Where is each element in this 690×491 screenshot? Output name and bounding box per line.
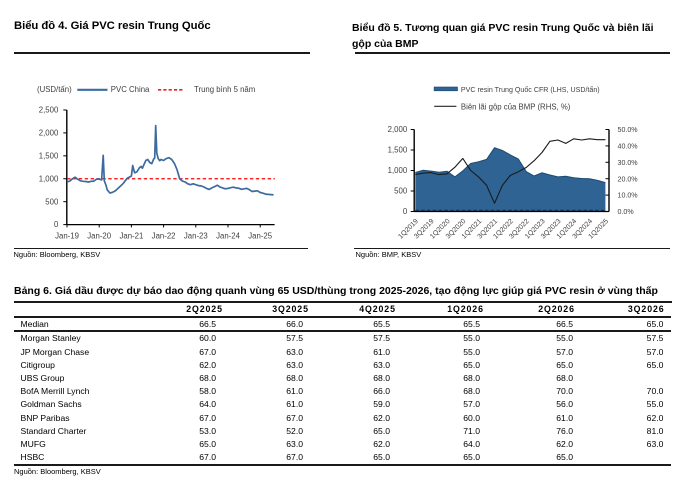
svg-text:30.0%: 30.0%	[618, 159, 639, 167]
svg-text:1,500: 1,500	[388, 146, 408, 155]
svg-text:1,000: 1,000	[39, 174, 59, 183]
svg-text:Jan-19: Jan-19	[55, 231, 79, 240]
svg-text:1,500: 1,500	[39, 151, 59, 160]
svg-text:20.0%: 20.0%	[618, 175, 639, 183]
svg-text:2,000: 2,000	[388, 125, 408, 134]
svg-text:500: 500	[45, 197, 59, 206]
svg-text:1,000: 1,000	[388, 166, 408, 175]
svg-text:2,000: 2,000	[39, 129, 59, 138]
svg-text:Jan-23: Jan-23	[184, 231, 208, 240]
svg-text:0: 0	[403, 207, 408, 216]
svg-text:PVC China: PVC China	[111, 85, 150, 94]
svg-text:Jan-21: Jan-21	[119, 231, 143, 240]
svg-text:40.0%: 40.0%	[618, 143, 639, 151]
svg-text:Biên lãi gộp của BMP (RHS, %): Biên lãi gộp của BMP (RHS, %)	[461, 103, 571, 112]
svg-text:0.0%: 0.0%	[618, 208, 635, 216]
svg-text:(USD/tấn): (USD/tấn)	[37, 85, 72, 94]
svg-text:PVC resin Trung Quốc CFR (LHS,: PVC resin Trung Quốc CFR (LHS, USD/tấn)	[461, 85, 600, 94]
svg-text:10.0%: 10.0%	[618, 192, 639, 200]
svg-text:50.0%: 50.0%	[618, 126, 639, 134]
svg-text:Jan-20: Jan-20	[87, 231, 112, 240]
svg-text:Jan-24: Jan-24	[216, 231, 241, 240]
svg-text:500: 500	[394, 187, 408, 196]
svg-text:0: 0	[54, 220, 59, 229]
svg-text:Trung bình 5 năm: Trung bình 5 năm	[194, 85, 255, 94]
svg-text:2,500: 2,500	[39, 106, 59, 115]
svg-text:Jan-25: Jan-25	[248, 231, 273, 240]
svg-text:Jan-22: Jan-22	[152, 231, 176, 240]
